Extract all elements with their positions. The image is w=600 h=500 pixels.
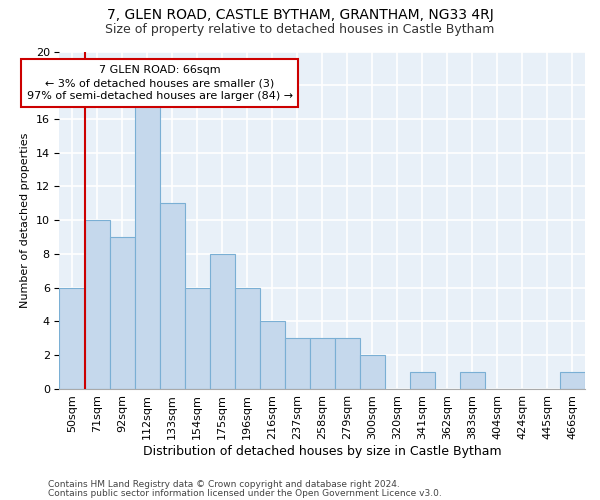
Text: Contains HM Land Registry data © Crown copyright and database right 2024.: Contains HM Land Registry data © Crown c… <box>48 480 400 489</box>
Bar <box>85 220 110 389</box>
Bar <box>260 322 285 389</box>
Bar <box>410 372 435 389</box>
Bar <box>209 254 235 389</box>
Bar <box>134 102 160 389</box>
Text: 7 GLEN ROAD: 66sqm
← 3% of detached houses are smaller (3)
97% of semi-detached : 7 GLEN ROAD: 66sqm ← 3% of detached hous… <box>26 65 293 102</box>
X-axis label: Distribution of detached houses by size in Castle Bytham: Distribution of detached houses by size … <box>143 444 502 458</box>
Bar <box>360 355 385 389</box>
Bar <box>235 288 260 389</box>
Bar <box>560 372 585 389</box>
Y-axis label: Number of detached properties: Number of detached properties <box>20 132 30 308</box>
Bar <box>110 237 134 389</box>
Text: Contains public sector information licensed under the Open Government Licence v3: Contains public sector information licen… <box>48 488 442 498</box>
Bar <box>460 372 485 389</box>
Bar <box>185 288 209 389</box>
Bar <box>285 338 310 389</box>
Bar <box>59 288 85 389</box>
Text: Size of property relative to detached houses in Castle Bytham: Size of property relative to detached ho… <box>106 22 494 36</box>
Bar <box>160 204 185 389</box>
Bar <box>310 338 335 389</box>
Text: 7, GLEN ROAD, CASTLE BYTHAM, GRANTHAM, NG33 4RJ: 7, GLEN ROAD, CASTLE BYTHAM, GRANTHAM, N… <box>107 8 493 22</box>
Bar <box>335 338 360 389</box>
